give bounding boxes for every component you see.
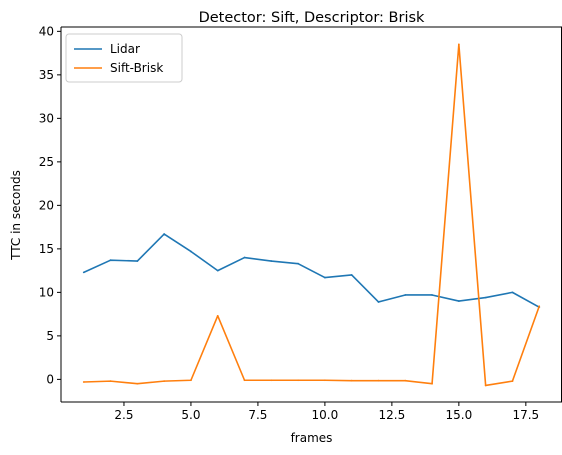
y-tick-label: 0 bbox=[46, 372, 54, 386]
data-point-series-1-frame-8 bbox=[270, 260, 273, 262]
y-axis-label: TTC in seconds bbox=[9, 170, 23, 261]
data-point-series-2-frame-9 bbox=[297, 379, 299, 382]
data-point-series-2-frame-3 bbox=[136, 382, 139, 385]
data-point-series-2-frame-18 bbox=[538, 305, 541, 308]
data-point-series-2-frame-15 bbox=[457, 43, 460, 46]
y-tick-label: 25 bbox=[39, 155, 54, 169]
data-point-series-2-frame-8 bbox=[270, 379, 273, 382]
data-point-series-1-frame-13 bbox=[404, 294, 407, 296]
data-point-series-1-frame-3 bbox=[136, 260, 139, 262]
legend-label-1: Lidar bbox=[110, 42, 140, 56]
data-point-series-1-frame-2 bbox=[109, 259, 112, 262]
x-axis-label: frames bbox=[291, 431, 333, 445]
x-tick-label: 12.5 bbox=[379, 408, 406, 422]
series-line-2 bbox=[83, 43, 540, 387]
plot-background bbox=[61, 27, 562, 402]
data-point-series-2-frame-6 bbox=[216, 314, 219, 317]
data-point-series-2-frame-17 bbox=[511, 380, 514, 383]
data-point-series-2-frame-2 bbox=[109, 380, 112, 383]
y-tick-label: 20 bbox=[39, 198, 54, 212]
data-point-series-1-frame-14 bbox=[431, 294, 433, 296]
data-point-series-2-frame-1 bbox=[82, 381, 85, 383]
data-point-series-1-frame-4 bbox=[163, 233, 166, 235]
data-point-series-2-frame-16 bbox=[484, 384, 487, 387]
data-point-series-1-frame-7 bbox=[243, 256, 246, 259]
data-point-series-1-frame-5 bbox=[190, 250, 192, 253]
data-point-series-1-frame-15 bbox=[457, 300, 460, 302]
data-point-series-2-frame-13 bbox=[404, 379, 407, 382]
data-point-series-1-frame-12 bbox=[377, 301, 380, 303]
data-point-series-1-frame-16 bbox=[484, 296, 487, 299]
x-tick-label: 10.0 bbox=[312, 408, 339, 422]
x-tick-label: 7.5 bbox=[248, 408, 267, 422]
y-tick-label: 30 bbox=[39, 111, 54, 125]
chart-title: Detector: Sift, Descriptor: Brisk bbox=[199, 10, 425, 26]
data-point-series-1-frame-9 bbox=[297, 262, 299, 265]
y-tick-label: 15 bbox=[39, 242, 54, 256]
legend-label-2: Sift-Brisk bbox=[110, 61, 163, 75]
data-point-series-2-frame-14 bbox=[431, 382, 433, 385]
data-point-series-1-frame-17 bbox=[511, 291, 514, 294]
data-point-series-1-frame-11 bbox=[350, 274, 353, 276]
y-tick-label: 10 bbox=[39, 285, 54, 299]
data-point-series-1-frame-1 bbox=[82, 271, 85, 274]
y-tick-label: 5 bbox=[46, 329, 54, 343]
x-tick-label: 15.0 bbox=[445, 408, 472, 422]
x-tick-label: 2.5 bbox=[114, 408, 133, 422]
data-point-series-2-frame-4 bbox=[163, 380, 166, 383]
legend-box bbox=[65, 33, 183, 83]
data-point-series-2-frame-5 bbox=[190, 379, 192, 382]
x-tick-label: 17.5 bbox=[512, 408, 539, 422]
data-point-series-2-frame-11 bbox=[350, 379, 353, 382]
data-point-series-1-frame-10 bbox=[324, 276, 326, 279]
x-tick-label: 5.0 bbox=[181, 408, 200, 422]
data-point-series-2-frame-7 bbox=[243, 379, 246, 382]
data-point-series-2-frame-12 bbox=[377, 379, 380, 382]
series-line-1 bbox=[83, 233, 540, 308]
plot-area: 2.5 5.0 7.5 10.0 12.5 15.0 17.5 0 5 10 15 20 25 30 35 4… bbox=[39, 24, 562, 422]
data-point-series-2-frame-10 bbox=[324, 379, 326, 382]
y-tick-label: 35 bbox=[39, 68, 54, 82]
legend: Lidar Sift-Brisk bbox=[65, 33, 183, 83]
data-point-series-1-frame-6 bbox=[216, 269, 219, 272]
y-tick-label: 40 bbox=[39, 24, 54, 38]
